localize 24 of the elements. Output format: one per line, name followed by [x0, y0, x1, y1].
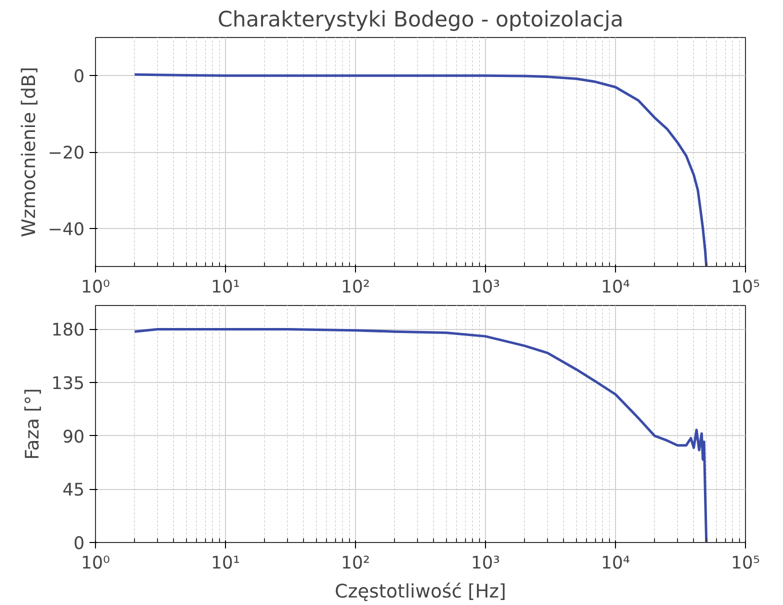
x-tick-label: 10³	[471, 554, 500, 574]
x-tick-label: 10⁴	[601, 554, 630, 574]
x-axis-title: Częstotliwość [Hz]	[334, 582, 506, 602]
x-tick-label: 10⁵	[731, 554, 760, 574]
x-tick-label: 10³	[471, 278, 500, 298]
y-tick-label: 90	[62, 427, 85, 448]
x-tick-label: 10⁰	[81, 278, 110, 298]
chart-title: Charakterystyki Bodego - optoizolacja	[218, 8, 624, 32]
x-tick-label: 10²	[341, 554, 370, 574]
y-axis-title: Wzmocnienie [dB]	[18, 66, 40, 238]
x-tick-label: 10¹	[211, 278, 240, 298]
x-tick-label: 10⁰	[81, 554, 110, 574]
y-axis-title: Faza [°]	[22, 388, 44, 460]
y-tick-label: −20	[48, 144, 85, 164]
y-tick-label: −40	[48, 220, 85, 240]
y-tick-label: 0	[73, 534, 85, 554]
x-tick-label: 10⁴	[601, 278, 630, 298]
x-tick-label: 10²	[341, 278, 370, 298]
x-tick-label: 10⁵	[731, 278, 760, 298]
x-tick-label: 10¹	[211, 554, 240, 574]
y-tick-label: 135	[51, 374, 85, 394]
y-tick-label: 0	[73, 67, 85, 88]
y-tick-label: 180	[51, 320, 85, 341]
y-tick-label: 45	[62, 480, 85, 501]
